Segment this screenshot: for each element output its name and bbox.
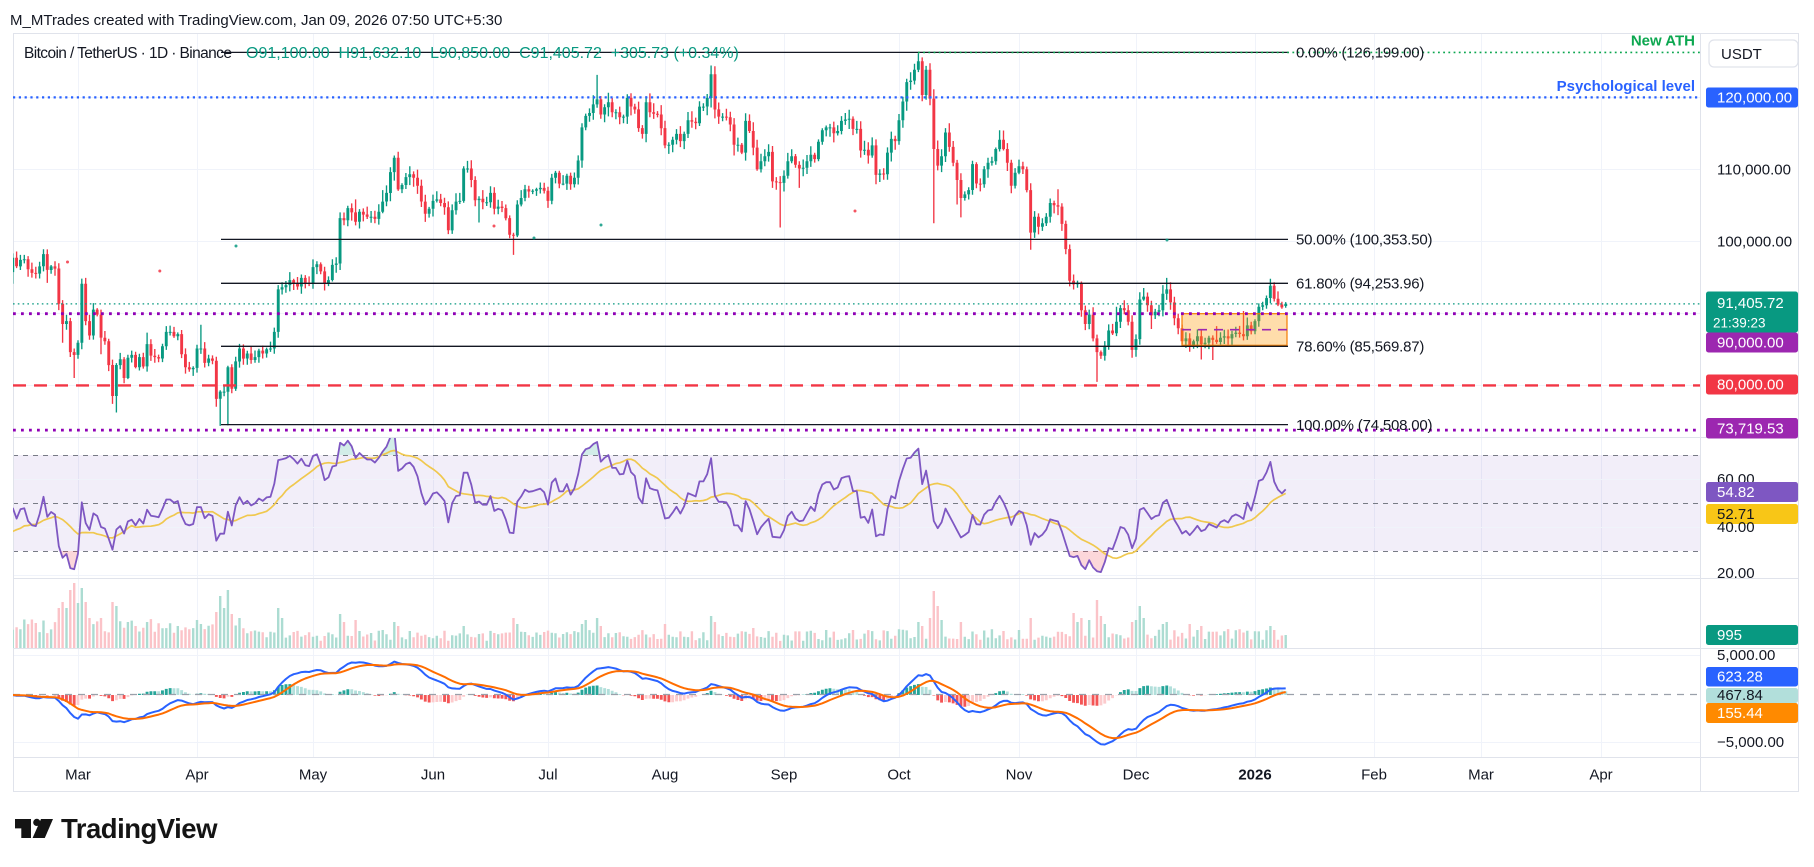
svg-text:100.00% (74,508.00): 100.00% (74,508.00) xyxy=(1296,417,1433,434)
svg-text:623.28: 623.28 xyxy=(1717,669,1763,686)
svg-text:Mar: Mar xyxy=(1468,767,1494,784)
svg-text:20.00: 20.00 xyxy=(1717,565,1755,582)
svg-text:Psychological level: Psychological level xyxy=(1557,78,1695,95)
svg-text:−5,000.00: −5,000.00 xyxy=(1717,734,1784,751)
svg-text:61.80% (94,253.96): 61.80% (94,253.96) xyxy=(1296,276,1424,293)
svg-text:Oct: Oct xyxy=(887,767,911,784)
svg-text:New ATH: New ATH xyxy=(1631,33,1695,50)
svg-text:Aug: Aug xyxy=(652,767,679,784)
svg-text:120,000.00: 120,000.00 xyxy=(1717,90,1792,107)
svg-text:5,000.00: 5,000.00 xyxy=(1717,647,1775,664)
svg-text:Bitcoin / TetherUS · 1D · Bina: Bitcoin / TetherUS · 1D · Binance xyxy=(24,45,231,62)
svg-text:May: May xyxy=(299,767,328,784)
svg-text:80,000.00: 80,000.00 xyxy=(1717,377,1784,394)
svg-text:Apr: Apr xyxy=(185,767,208,784)
svg-text:TradingView: TradingView xyxy=(61,813,218,844)
svg-text:21:39:23: 21:39:23 xyxy=(1713,316,1766,331)
svg-text:Nov: Nov xyxy=(1006,767,1033,784)
svg-text:73,719.53: 73,719.53 xyxy=(1717,421,1784,438)
svg-text:0.00% (126,199.00): 0.00% (126,199.00) xyxy=(1296,45,1424,62)
svg-text:995: 995 xyxy=(1717,627,1742,644)
svg-text:467.84: 467.84 xyxy=(1717,687,1763,704)
svg-text:Jun: Jun xyxy=(421,767,445,784)
svg-text:USDT: USDT xyxy=(1721,46,1762,63)
svg-text:M_MTrades created with Trading: M_MTrades created with TradingView.com, … xyxy=(10,12,502,29)
svg-text:Feb: Feb xyxy=(1361,767,1387,784)
svg-text:50.00% (100,353.50): 50.00% (100,353.50) xyxy=(1296,232,1433,249)
svg-text:Dec: Dec xyxy=(1123,767,1150,784)
svg-text:90,000.00: 90,000.00 xyxy=(1717,335,1784,352)
svg-text:Sep: Sep xyxy=(771,767,798,784)
svg-text:Jul: Jul xyxy=(538,767,557,784)
svg-text:91,405.72: 91,405.72 xyxy=(1717,295,1784,312)
svg-text:Apr: Apr xyxy=(1589,767,1612,784)
svg-text:52.71: 52.71 xyxy=(1717,506,1755,523)
svg-text:155.44: 155.44 xyxy=(1717,705,1763,722)
svg-text:2026: 2026 xyxy=(1238,767,1271,784)
svg-text:O91,100.00 H91,632.10 L90,85: O91,100.00 H91,632.10 L90,850.00 C91,405… xyxy=(246,45,739,62)
svg-text:110,000.00: 110,000.00 xyxy=(1717,162,1791,179)
svg-text:78.60% (85,569.87): 78.60% (85,569.87) xyxy=(1296,339,1424,356)
svg-text:40.00: 40.00 xyxy=(1717,519,1755,536)
svg-text:Mar: Mar xyxy=(65,767,91,784)
svg-text:100,000.00: 100,000.00 xyxy=(1717,234,1792,251)
svg-text:54.82: 54.82 xyxy=(1717,484,1755,501)
